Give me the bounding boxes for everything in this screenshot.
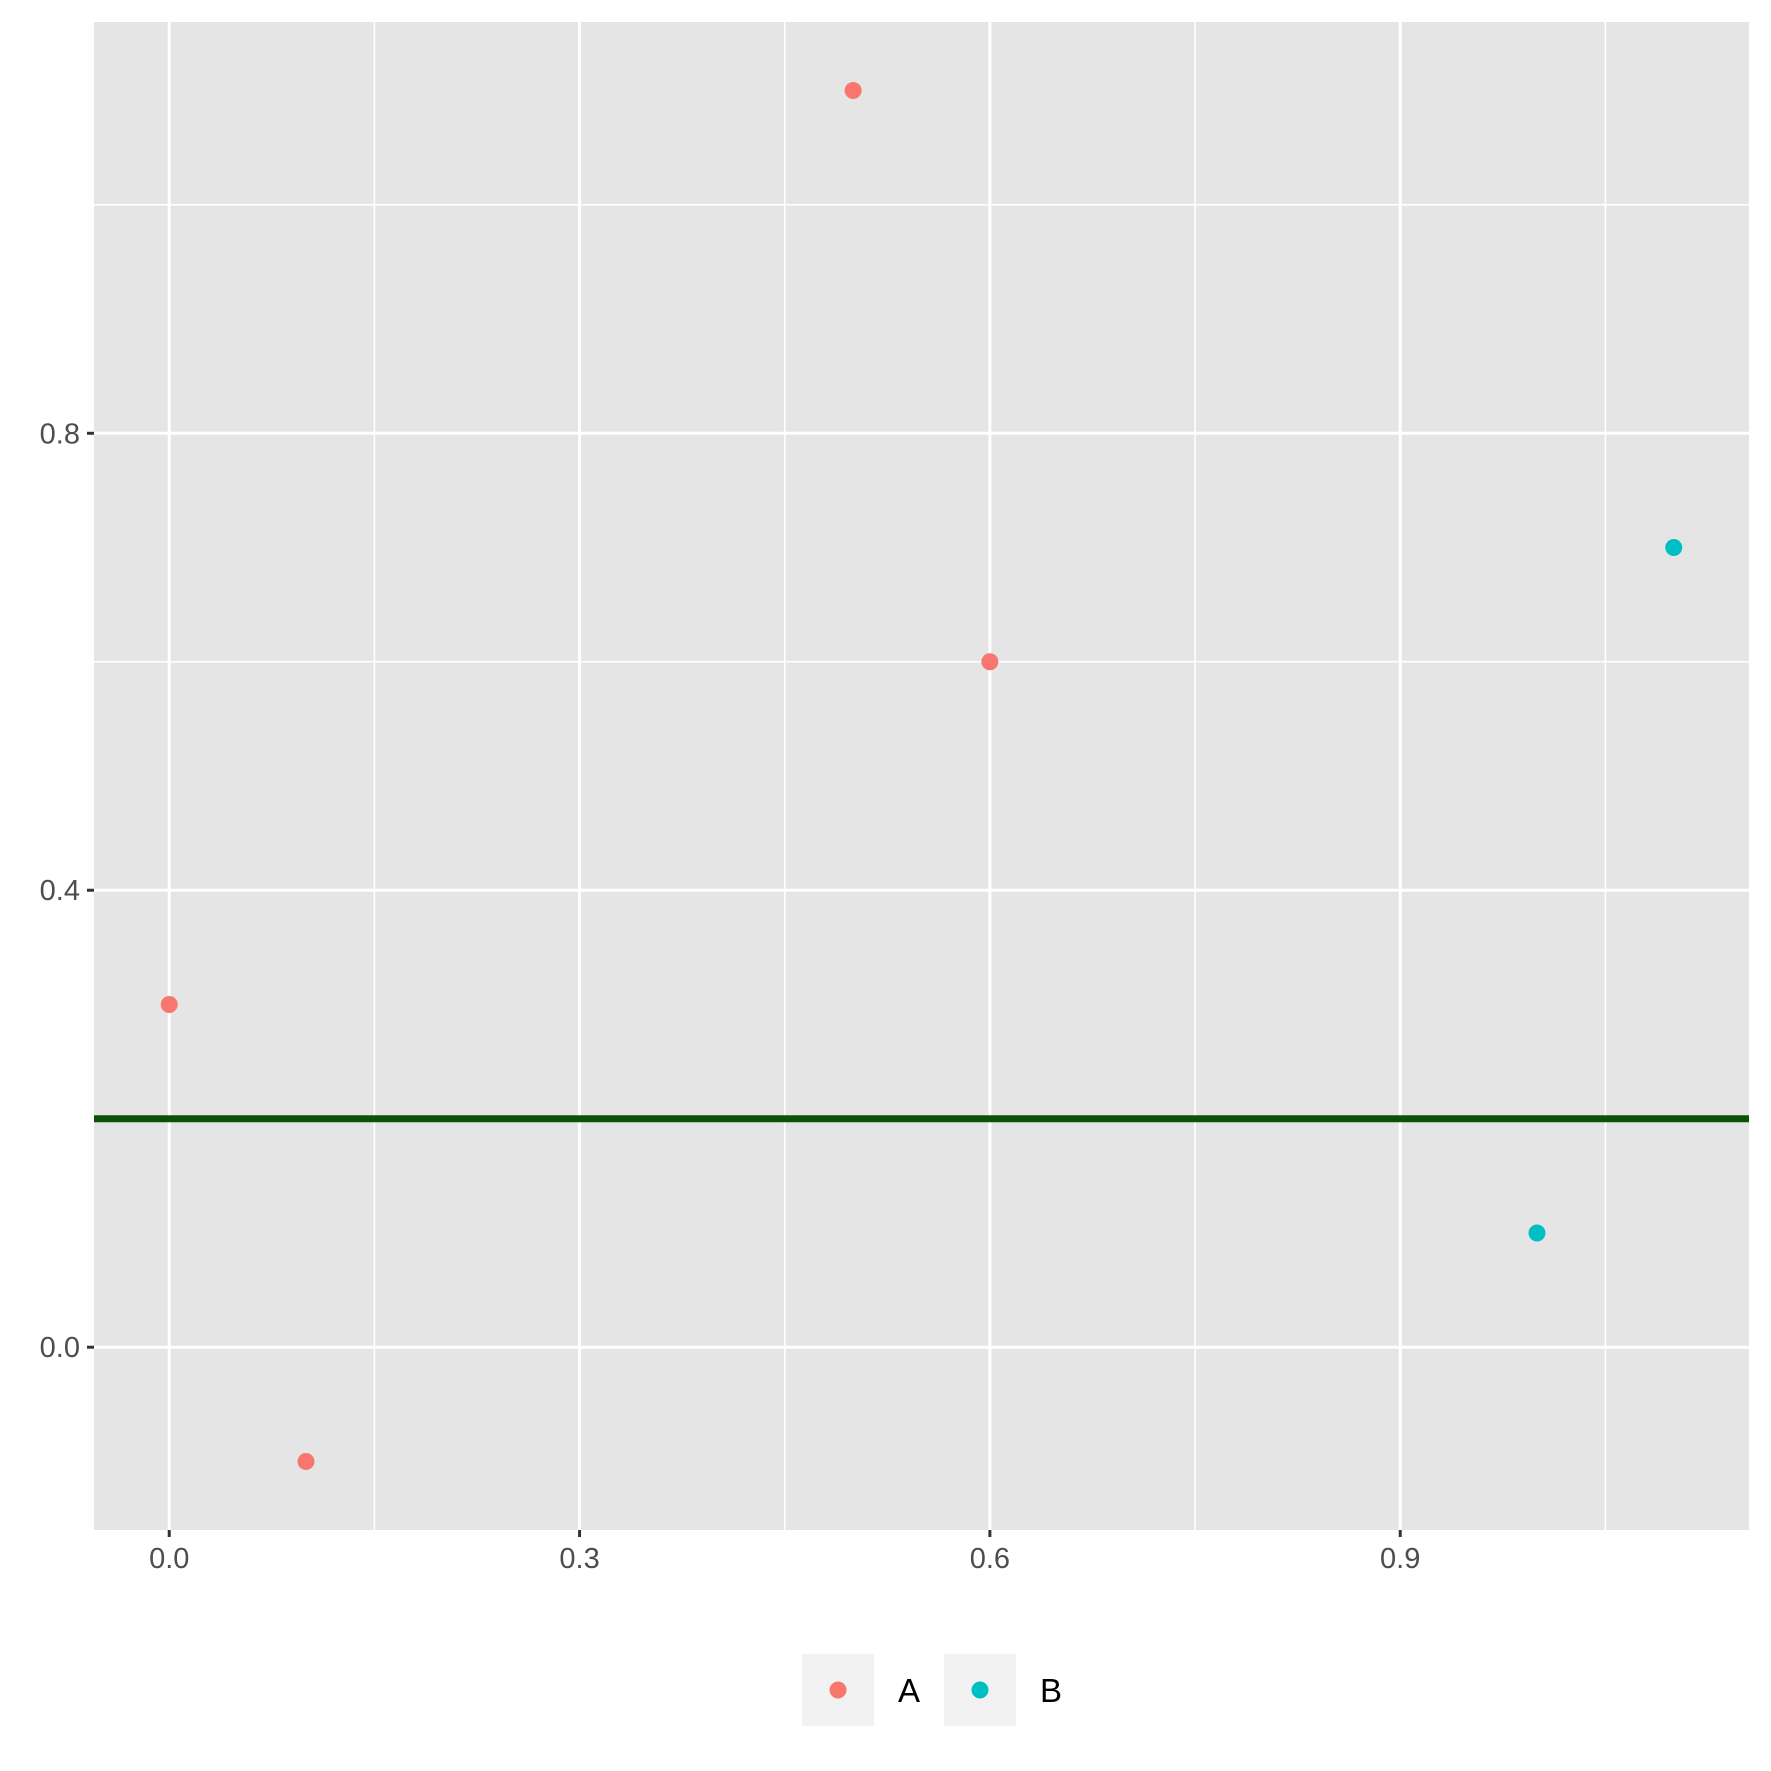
legend-marker-b bbox=[971, 1681, 989, 1699]
legend-item-a: A bbox=[802, 1654, 920, 1726]
data-point-a bbox=[844, 82, 862, 100]
x-tick-label: 0.9 bbox=[1380, 1543, 1420, 1575]
legend-item-b: B bbox=[944, 1654, 1062, 1726]
major-gridlines bbox=[94, 22, 1749, 1530]
data-point-b bbox=[1665, 539, 1683, 557]
legend-label: B bbox=[1040, 1672, 1062, 1709]
y-tick-label: 0.0 bbox=[40, 1332, 80, 1364]
x-tick-label: 0.3 bbox=[559, 1543, 599, 1575]
x-tick-label: 0.0 bbox=[149, 1543, 189, 1575]
y-tick-label: 0.4 bbox=[40, 875, 80, 907]
data-points bbox=[160, 82, 1683, 1470]
data-point-a bbox=[297, 1452, 315, 1470]
y-tick-label: 0.8 bbox=[40, 418, 80, 450]
data-point-b bbox=[1528, 1224, 1546, 1242]
y-axis: 0.0 0.4 0.8 bbox=[40, 418, 94, 1364]
data-point-a bbox=[160, 995, 178, 1013]
plot-panel bbox=[94, 22, 1749, 1530]
data-point-a bbox=[981, 653, 999, 671]
x-tick-label: 0.6 bbox=[970, 1543, 1010, 1575]
legend-marker-a bbox=[829, 1681, 847, 1699]
legend-label: A bbox=[898, 1672, 920, 1709]
minor-gridlines bbox=[94, 22, 1749, 1530]
x-axis: 0.0 0.3 0.6 0.9 bbox=[149, 1530, 1420, 1575]
